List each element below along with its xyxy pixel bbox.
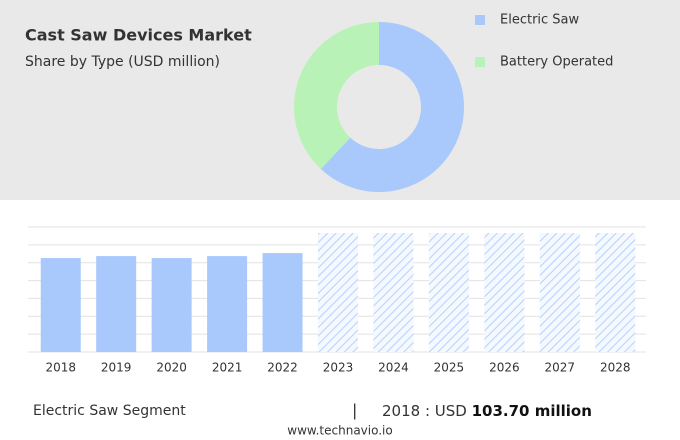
forecast-placeholder [539,233,580,352]
forecast-placeholder [484,233,525,352]
bar-chart: 2018 2019 2020 2021 2022 2023 2024 2025 2026 2027… [28,226,646,375]
legend-swatch [475,15,485,25]
x-tick-label: 2028 [600,361,631,375]
legend-swatch [475,57,485,67]
forecast-placeholder [595,233,636,352]
highlight-year: 2018 : USD 103.70 million [382,402,592,420]
legend: Electric Saw Battery Operated [475,13,613,70]
x-tick-label: 2018 [45,361,76,375]
x-tick-label: 2021 [212,361,243,375]
x-tick-label: 2022 [267,361,298,375]
segment-label: Electric Saw Segment [33,403,186,419]
x-tick-label: 2023 [323,361,354,375]
x-tick-label: 2026 [489,361,520,375]
x-tick-label: 2027 [545,361,576,375]
legend-label: Battery Operated [500,55,613,70]
chart-title: Cast Saw Devices Market [25,26,252,45]
donut [294,22,465,192]
forecast-placeholder [373,233,414,352]
bar [40,258,81,352]
bar [96,256,137,352]
bar [262,253,303,352]
year: 2018 : USD [382,402,467,420]
highlight-value: 103.70 million [472,402,592,420]
donut-slice [294,22,379,169]
x-tick-label: 2025 [434,361,465,375]
forecast-placeholder [318,233,358,352]
bar [207,256,248,352]
forecast-placeholder [428,233,469,352]
donut-slice [320,22,465,192]
bar [151,258,192,352]
chart-subtitle: Share by Type (USD million) [25,54,220,70]
separator: | [352,401,357,420]
legend-label: Electric Saw [500,13,580,28]
x-tick-label: 2020 [156,361,187,375]
x-tick-label: 2024 [378,361,409,375]
x-tick-label: 2019 [101,361,132,375]
source: www.technavio.io [287,424,392,438]
